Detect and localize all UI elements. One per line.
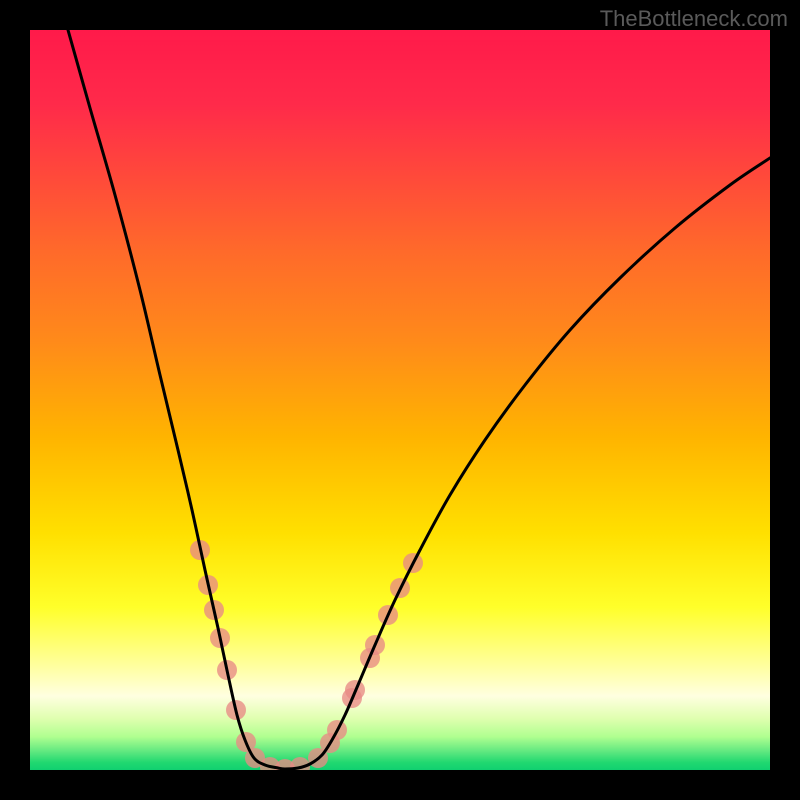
chart-container: TheBottleneck.com: [0, 0, 800, 800]
plot-area: [30, 30, 770, 770]
curve-line: [68, 30, 770, 769]
bottleneck-curve: [30, 30, 770, 770]
watermark-text: TheBottleneck.com: [600, 6, 788, 32]
